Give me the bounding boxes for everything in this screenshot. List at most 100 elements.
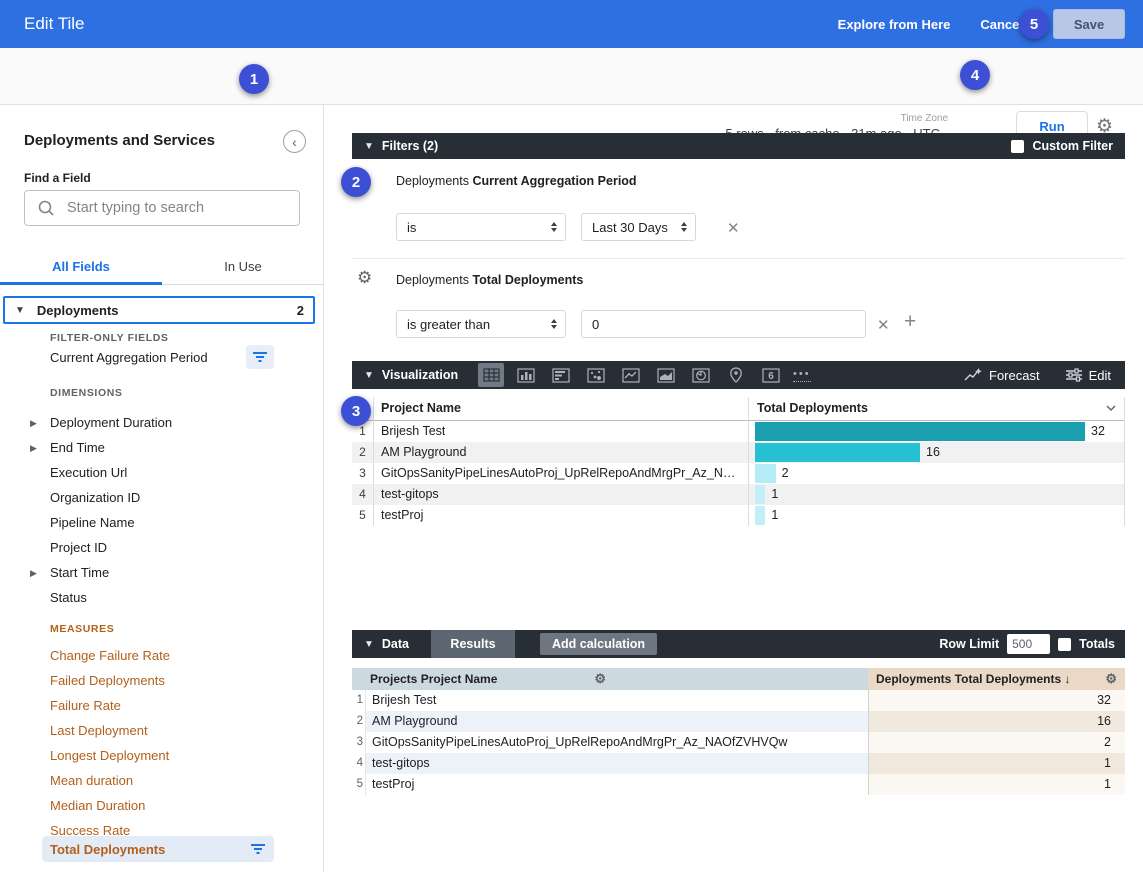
- cancel-button[interactable]: Cancel: [980, 16, 1023, 32]
- row-limit-input[interactable]: [1007, 634, 1051, 654]
- viz-cell-project-name[interactable]: Brijesh Test: [381, 424, 446, 438]
- collapse-sidebar-button[interactable]: ‹: [283, 130, 306, 153]
- data-cell-total-deployments[interactable]: 1: [868, 774, 1125, 795]
- view-group-deployments[interactable]: ▼ Deployments 2: [3, 296, 315, 324]
- deployment-bar[interactable]: [755, 464, 776, 483]
- viz-cell-project-name[interactable]: AM Playground: [381, 445, 467, 459]
- data-column-header-total-deployments[interactable]: Deployments Total Deployments ↓ ⚙: [868, 668, 1125, 690]
- sidebar-measure-item[interactable]: Mean duration: [50, 773, 134, 788]
- visualization-section-header[interactable]: ▼ Visualization 6 •••: [352, 361, 1125, 389]
- add-calculation-button[interactable]: Add calculation: [540, 633, 658, 655]
- data-cell-project-name[interactable]: test-gitops: [366, 753, 868, 774]
- sidebar-dimension-item[interactable]: Project ID: [50, 540, 108, 555]
- viz-type-bar-chart-icon[interactable]: [548, 363, 574, 387]
- edit-viz-button[interactable]: Edit: [1065, 368, 1111, 383]
- sidebar-dimension-item[interactable]: Status: [50, 590, 87, 605]
- viz-table-row: 5 testProj 1: [352, 505, 1125, 526]
- viz-column-header-total-deployments[interactable]: Total Deployments: [748, 397, 1125, 421]
- filters-section-header[interactable]: ▼ Filters (2) Custom Filter: [352, 133, 1125, 159]
- deployment-bar[interactable]: [755, 485, 766, 504]
- filter-applied-button[interactable]: [246, 345, 274, 369]
- viz-cell-project-name[interactable]: test-gitops: [381, 487, 439, 501]
- query-settings-gear-icon[interactable]: ⚙: [1096, 116, 1114, 137]
- expand-caret-icon[interactable]: ▶: [30, 443, 37, 453]
- save-button[interactable]: Save: [1053, 9, 1125, 39]
- sidebar-measure-item[interactable]: Longest Deployment: [50, 748, 170, 763]
- expand-caret-icon[interactable]: ▶: [30, 568, 37, 578]
- results-tab[interactable]: Results: [431, 630, 515, 658]
- viz-cell-project-name[interactable]: testProj: [381, 508, 424, 522]
- viz-column-header-project-name[interactable]: Project Name: [381, 401, 461, 415]
- column-gear-icon[interactable]: ⚙: [594, 671, 606, 686]
- bar-value-label[interactable]: 16: [926, 445, 940, 459]
- sidebar-dimension-item[interactable]: Deployment Duration: [50, 415, 173, 430]
- filter2-operator-select[interactable]: is greater than: [396, 310, 566, 338]
- data-cell-project-name[interactable]: GitOpsSanityPipeLinesAutoProj_UpRelRepoA…: [366, 732, 868, 753]
- sidebar-measure-item[interactable]: Failed Deployments: [50, 673, 165, 688]
- deployment-bar[interactable]: [755, 506, 766, 525]
- data-cell-project-name[interactable]: testProj: [366, 774, 868, 795]
- forecast-button[interactable]: Forecast: [964, 368, 1040, 383]
- bar-value-label[interactable]: 2: [781, 466, 789, 480]
- sidebar-measure-item[interactable]: Median Duration: [50, 798, 146, 813]
- sidebar-dimension-item[interactable]: Pipeline Name: [50, 515, 135, 530]
- viz-cell-bar: 1: [748, 484, 1125, 505]
- sidebar-dimension-item[interactable]: End Time: [50, 440, 105, 455]
- data-table-header: Projects Project Name ⚙ Deployments Tota…: [352, 668, 1125, 690]
- data-dimension-header-label: Projects Project Name: [370, 672, 498, 686]
- bar-value-label[interactable]: 1: [771, 487, 779, 501]
- bar-value-label[interactable]: 1: [771, 508, 779, 522]
- sidebar-measure-item[interactable]: Change Failure Rate: [50, 648, 170, 663]
- data-cell-total-deployments[interactable]: 32: [868, 690, 1125, 711]
- sidebar-dimension-item[interactable]: Organization ID: [50, 490, 141, 505]
- viz-type-more-icon[interactable]: •••: [793, 368, 811, 382]
- caret-down-icon[interactable]: ▼: [364, 369, 374, 381]
- data-cell-total-deployments[interactable]: 2: [868, 732, 1125, 753]
- remove-filter2-icon[interactable]: ✕: [877, 317, 890, 334]
- filter2-value-input[interactable]: [581, 310, 866, 338]
- filter2-gear-icon[interactable]: ⚙: [357, 268, 373, 287]
- viz-type-scatter-icon[interactable]: [583, 363, 609, 387]
- viz-type-single-value-icon[interactable]: 6: [758, 363, 784, 387]
- caret-down-icon[interactable]: ▼: [364, 638, 374, 650]
- data-column-header-project-name[interactable]: Projects Project Name ⚙: [352, 668, 868, 690]
- viz-type-area-chart-icon[interactable]: [653, 363, 679, 387]
- viz-type-table-icon[interactable]: [478, 363, 504, 387]
- filter1-operator-select[interactable]: is: [396, 213, 566, 241]
- data-cell-total-deployments[interactable]: 1: [868, 753, 1125, 774]
- add-filter-icon[interactable]: +: [904, 310, 917, 333]
- chevron-down-icon[interactable]: [1106, 405, 1116, 411]
- expand-caret-icon[interactable]: ▶: [30, 418, 37, 428]
- bar-value-label[interactable]: 32: [1091, 424, 1105, 438]
- viz-type-map-icon[interactable]: [723, 363, 749, 387]
- data-section-header[interactable]: ▼ Data Results Add calculation Row Limit…: [352, 630, 1125, 658]
- custom-filter-checkbox[interactable]: [1011, 139, 1025, 153]
- tab-all-fields[interactable]: All Fields: [52, 259, 110, 274]
- tab-in-use[interactable]: In Use: [224, 259, 262, 274]
- viz-type-line-chart-icon[interactable]: [618, 363, 644, 387]
- field-search-input[interactable]: [67, 200, 287, 216]
- column-gear-icon[interactable]: ⚙: [1105, 671, 1117, 686]
- caret-down-icon[interactable]: ▼: [364, 140, 374, 152]
- viz-cell-project-name[interactable]: GitOpsSanityPipeLinesAutoProj_UpRelRepoA…: [381, 466, 743, 480]
- viz-type-pie-chart-icon[interactable]: [688, 363, 714, 387]
- sidebar-measure-item-selected[interactable]: Total Deployments: [42, 836, 274, 862]
- sidebar-dimension-item[interactable]: Start Time: [50, 565, 110, 580]
- sidebar-measure-item[interactable]: Last Deployment: [50, 723, 148, 738]
- sidebar-measure-item[interactable]: Failure Rate: [50, 698, 121, 713]
- totals-checkbox[interactable]: [1058, 637, 1072, 651]
- filter-applied-button[interactable]: [250, 843, 266, 855]
- field-search-box[interactable]: [24, 190, 300, 226]
- viz-type-column-chart-icon[interactable]: [513, 363, 539, 387]
- deployment-bar[interactable]: [755, 422, 1085, 441]
- deployment-bar[interactable]: [755, 443, 920, 462]
- sidebar-dimension-item[interactable]: Execution Url: [50, 465, 128, 480]
- data-cell-project-name[interactable]: Brijesh Test: [366, 690, 868, 711]
- explore-from-here-link[interactable]: Explore from Here: [837, 16, 951, 32]
- field-current-aggregation-period[interactable]: Current Aggregation Period: [50, 350, 208, 365]
- data-cell-total-deployments[interactable]: 16: [868, 711, 1125, 732]
- sidebar-measure-item[interactable]: Success Rate: [50, 823, 131, 838]
- data-cell-project-name[interactable]: AM Playground: [366, 711, 868, 732]
- filter1-value-select[interactable]: Last 30 Days: [581, 213, 696, 241]
- remove-filter1-icon[interactable]: ✕: [727, 220, 740, 237]
